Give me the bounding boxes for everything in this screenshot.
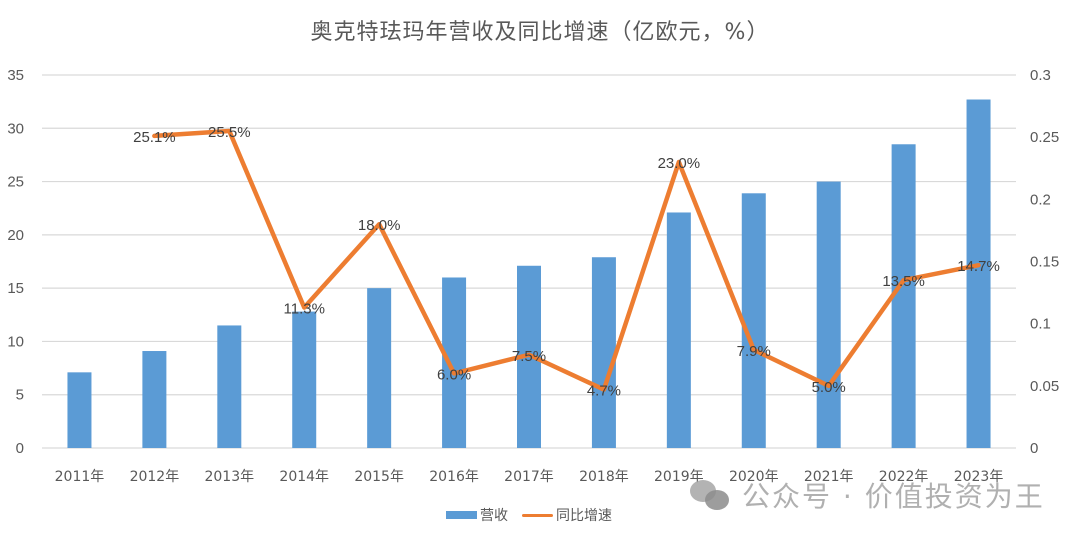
revenue-bar — [292, 311, 317, 448]
growth-data-label: 6.0% — [437, 366, 471, 383]
right-tick-label: 0.2 — [1030, 191, 1051, 208]
revenue-bar — [816, 181, 841, 449]
growth-data-label: 11.3% — [284, 301, 325, 318]
legend-label-growth: 同比增速 — [556, 508, 612, 524]
revenue-bar — [591, 257, 616, 448]
left-tick-label: 0 — [16, 440, 24, 457]
right-tick-label: 0.25 — [1030, 129, 1059, 146]
right-axis: 0 0.05 0.1 0.15 0.2 0.25 0.3 — [1030, 67, 1059, 457]
left-tick-label: 30 — [7, 120, 24, 137]
chart-legend: 营收 同比增速 — [446, 505, 626, 525]
growth-data-labels: 25.1% 25.5% 11.3% 18.0% 6.0% 7.5% 4.7% 23.0% 7.9… — [133, 124, 1000, 400]
revenue-bar — [367, 288, 392, 448]
left-tick-label: 20 — [7, 227, 24, 244]
legend-item-growth[interactable]: 同比增速 — [522, 505, 612, 525]
revenue-bar — [666, 212, 691, 448]
right-tick-label: 0.3 — [1030, 67, 1051, 84]
chart-title: 奥克特珐玛年营收及同比增速（亿欧元，%） — [310, 20, 770, 45]
right-tick-label: 0.15 — [1030, 254, 1059, 271]
x-axis: 2011年 2012年 2013年 2014年 2015年 2016年 2017年 2018年… — [55, 469, 1004, 485]
x-tick-label: 2021年 — [804, 469, 854, 485]
legend-label-revenue: 营收 — [480, 508, 508, 524]
watermark-text: 公众号 · 价值投资为王 — [742, 480, 1045, 513]
watermark: 公众号 · 价值投资为王 — [690, 475, 1045, 515]
x-tick-label: 2020年 — [729, 469, 779, 485]
growth-data-label: 7.9% — [737, 343, 771, 360]
revenue-bar — [741, 193, 766, 448]
x-tick-label: 2014年 — [279, 469, 329, 485]
revenue-bar — [442, 277, 467, 448]
x-tick-label: 2017年 — [504, 469, 554, 485]
left-tick-label: 15 — [7, 280, 24, 297]
growth-line — [152, 128, 981, 392]
line-swatch-icon — [522, 513, 553, 517]
bar-swatch-icon — [446, 511, 477, 519]
growth-data-label: 13.5% — [882, 273, 925, 290]
revenue-bar — [142, 351, 167, 448]
revenue-bar — [966, 99, 991, 449]
left-tick-label: 10 — [7, 333, 24, 350]
revenue-bar — [67, 372, 92, 448]
right-tick-label: 0.1 — [1030, 316, 1051, 333]
x-tick-label: 2012年 — [130, 469, 180, 485]
x-tick-label: 2013年 — [204, 469, 254, 485]
x-tick-label: 2022年 — [879, 469, 929, 485]
x-tick-label: 2016年 — [429, 469, 479, 485]
revenue-bar — [217, 325, 242, 448]
growth-data-label: 25.5% — [208, 124, 251, 141]
x-tick-label: 2011年 — [55, 469, 105, 485]
x-tick-label: 2015年 — [354, 469, 404, 485]
growth-data-label: 25.1% — [133, 129, 176, 146]
growth-data-label: 14.7% — [957, 258, 1000, 275]
left-tick-label: 5 — [16, 387, 24, 404]
legend-item-revenue[interactable]: 营收 — [446, 505, 508, 525]
left-tick-label: 25 — [7, 174, 24, 191]
growth-data-label: 23.0% — [658, 155, 701, 172]
left-axis: 0 5 10 15 20 25 30 35 — [7, 67, 24, 457]
x-tick-label: 2023年 — [954, 469, 1004, 485]
x-tick-label: 2018年 — [579, 469, 629, 485]
growth-data-label: 5.0% — [812, 379, 846, 396]
wechat-icon — [690, 478, 734, 512]
growth-data-label: 7.5% — [512, 348, 546, 365]
revenue-bars — [67, 99, 991, 449]
revenue-bar — [891, 144, 916, 448]
growth-data-label: 18.0% — [358, 217, 401, 234]
left-tick-label: 35 — [7, 67, 24, 84]
right-tick-label: 0 — [1030, 440, 1038, 457]
x-tick-label: 2019年 — [654, 469, 704, 485]
growth-polyline — [152, 128, 981, 392]
right-tick-label: 0.05 — [1030, 378, 1059, 395]
growth-data-label: 4.7% — [587, 383, 621, 400]
